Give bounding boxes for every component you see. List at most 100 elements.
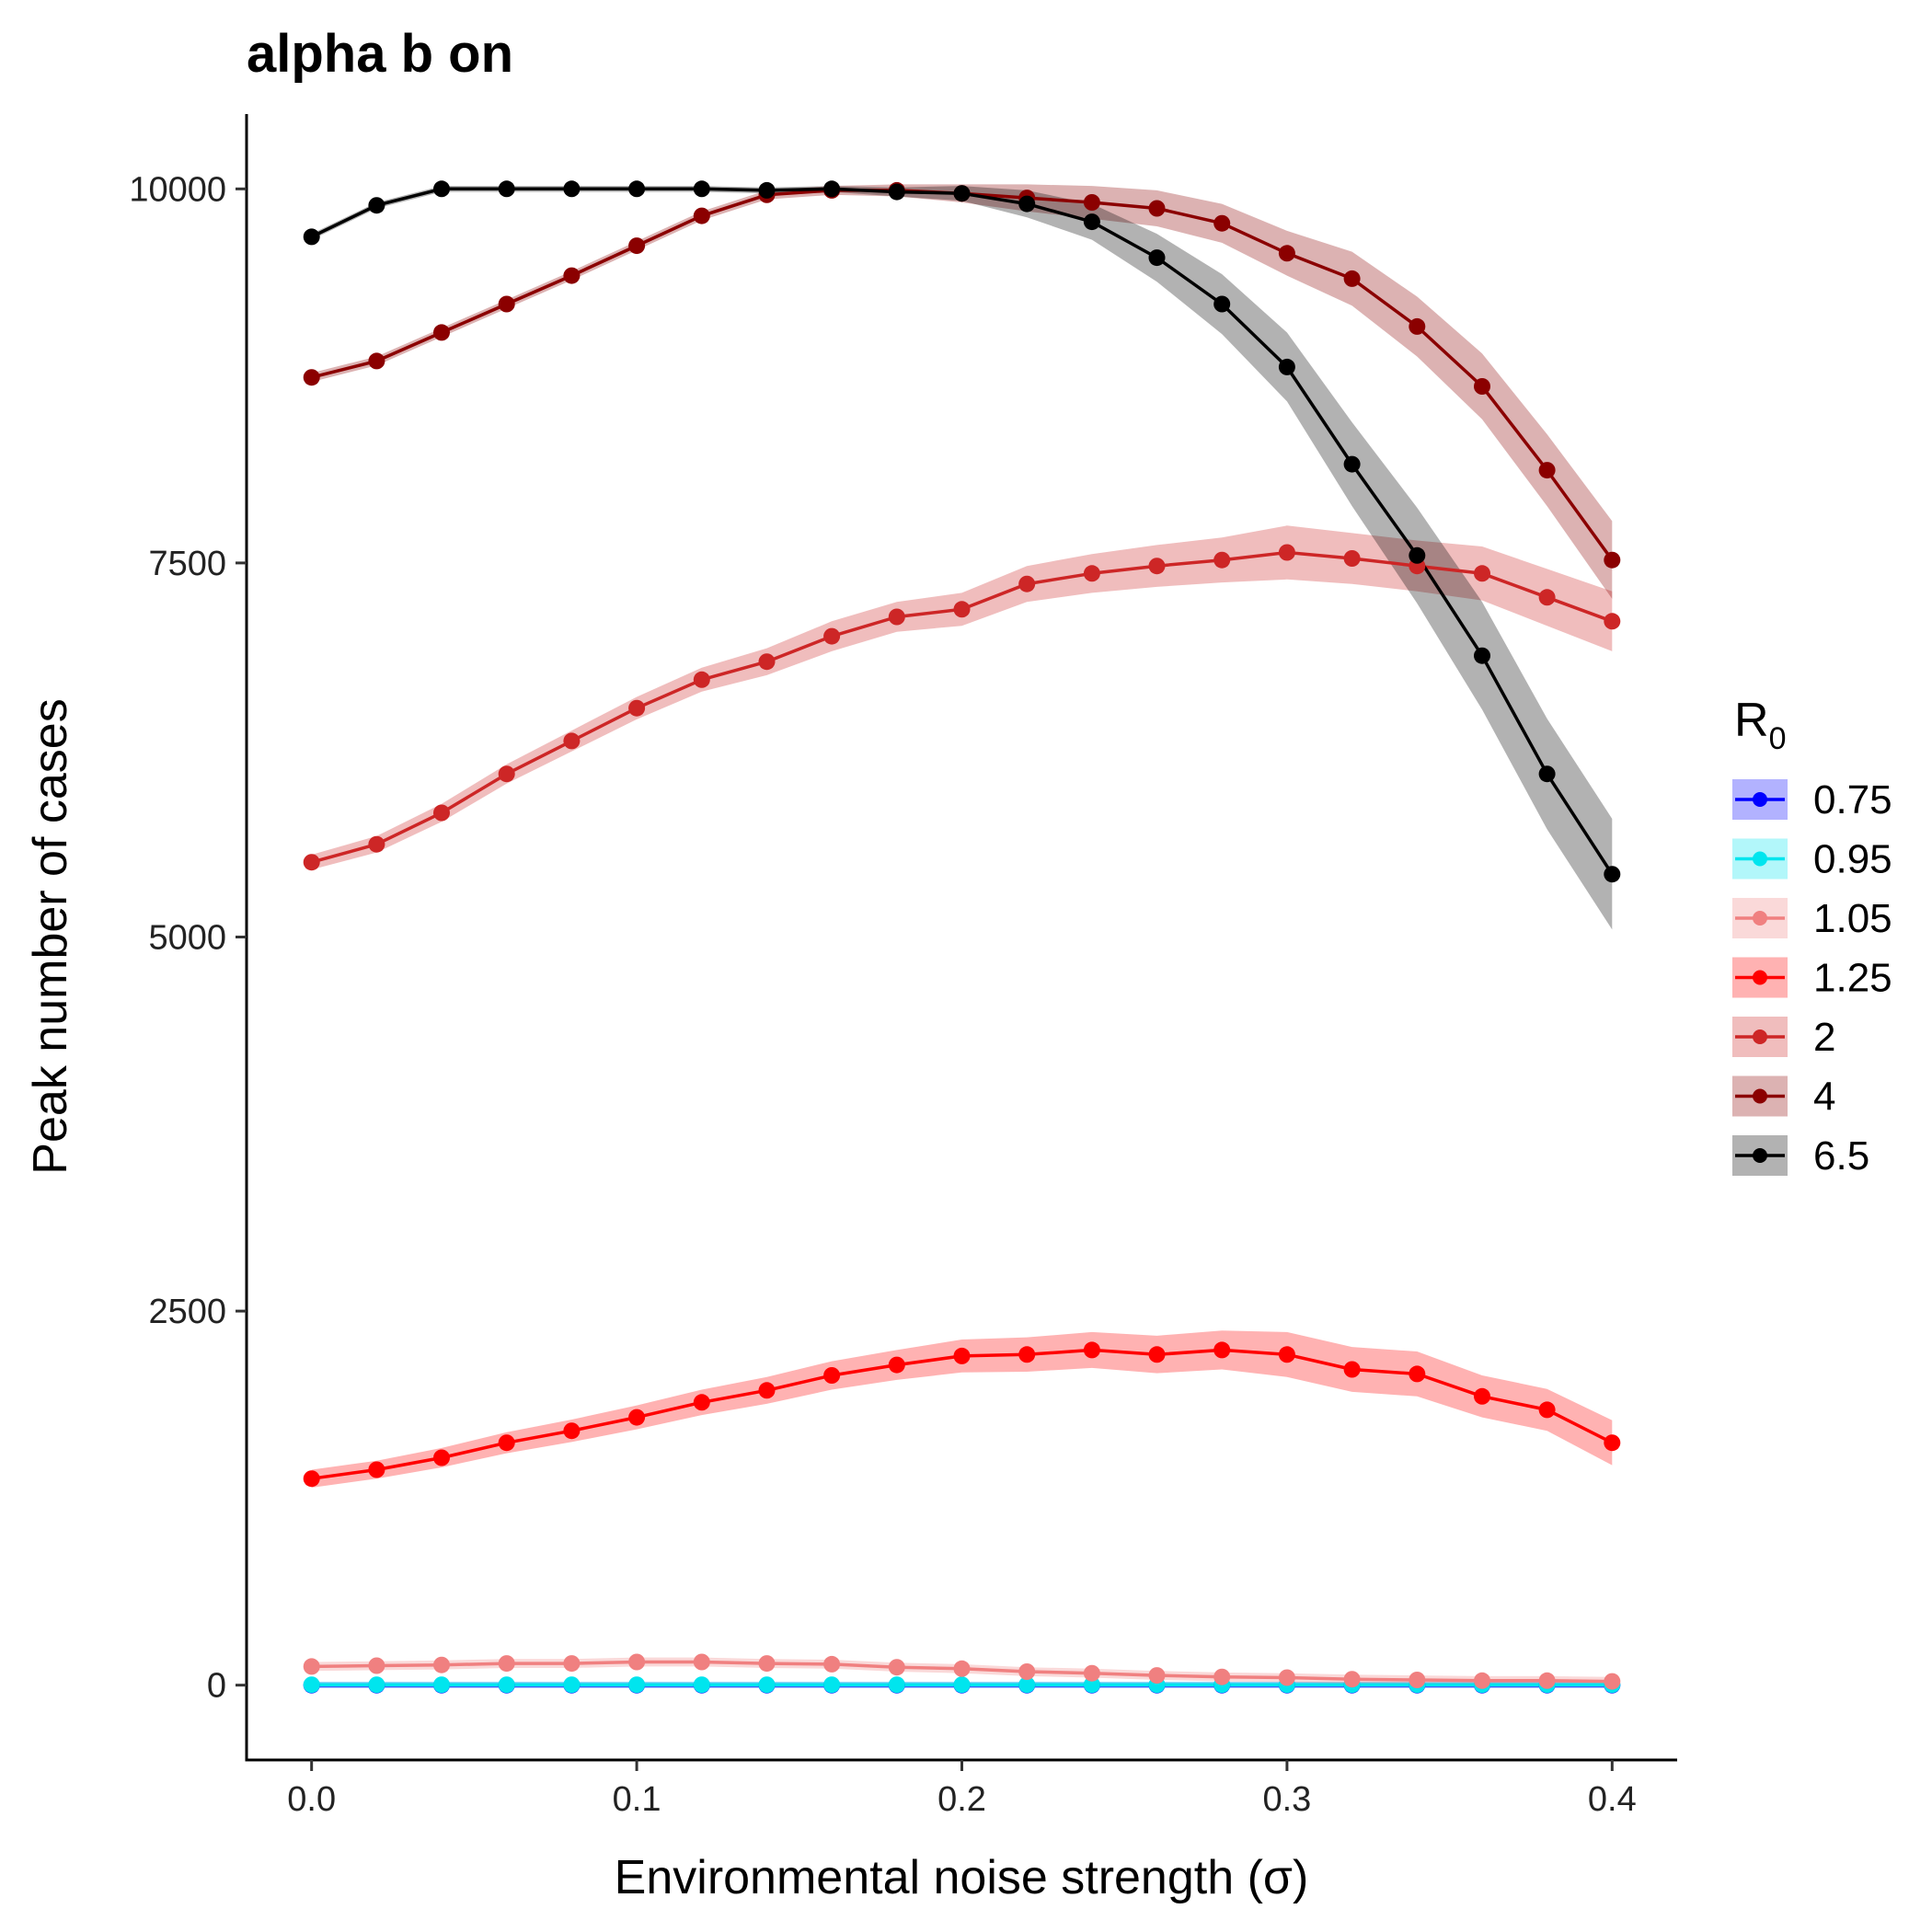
- y-tick-label: 0: [207, 1667, 226, 1706]
- legend-label: 0.95: [1813, 837, 1892, 882]
- legend: R0 0.75 0.95 1.05 1.25 2 4 6.5: [1732, 694, 1892, 1179]
- point-r0-4: [1083, 194, 1100, 211]
- point-r0-6-5: [758, 181, 776, 199]
- point-r0-1-05: [563, 1655, 581, 1673]
- legend-title: R0: [1734, 694, 1786, 756]
- point-r0-2: [498, 765, 515, 783]
- point-r0-1-05: [1474, 1672, 1490, 1689]
- point-r0-2: [1278, 544, 1295, 561]
- legend-label: 1.05: [1813, 896, 1892, 941]
- point-r0-6-5: [1278, 358, 1295, 375]
- point-r0-2: [693, 671, 710, 688]
- point-r0-4: [1604, 551, 1621, 569]
- point-r0-4: [1474, 378, 1490, 395]
- point-r0-6-5: [368, 197, 385, 214]
- point-r0-1-05: [303, 1658, 320, 1675]
- point-r0-1-25: [628, 1409, 646, 1426]
- point-r0-2: [1604, 613, 1621, 630]
- point-r0-0-95: [888, 1676, 905, 1694]
- point-r0-6-5: [888, 183, 905, 201]
- point-r0-1-05: [888, 1659, 905, 1676]
- point-r0-2: [823, 627, 841, 645]
- point-r0-0-95: [498, 1676, 515, 1694]
- legend-key-point: [1753, 851, 1767, 867]
- point-r0-1-25: [368, 1461, 385, 1478]
- point-r0-1-25: [888, 1356, 905, 1374]
- point-r0-1-25: [758, 1382, 776, 1399]
- y-tick-label: 7500: [148, 545, 226, 583]
- point-r0-0-95: [433, 1676, 450, 1694]
- point-r0-6-5: [953, 185, 971, 202]
- point-r0-1-05: [758, 1655, 776, 1673]
- legend-items: 0.75 0.95 1.05 1.25 2 4 6.5: [1732, 777, 1892, 1179]
- point-r0-1-05: [823, 1655, 841, 1673]
- y-ticks: 0 2500 5000 7500 10000: [129, 170, 247, 1706]
- point-r0-0-95: [953, 1676, 971, 1694]
- x-axis-title: Environmental noise strength (σ): [615, 1851, 1309, 1904]
- point-r0-1-05: [1148, 1667, 1166, 1685]
- point-r0-4: [1213, 214, 1231, 232]
- x-tick-label: 0.4: [1588, 1780, 1637, 1819]
- point-r0-0-95: [758, 1676, 776, 1694]
- point-r0-4: [1538, 462, 1556, 479]
- point-r0-6-5: [563, 180, 581, 198]
- legend-key-point: [1753, 792, 1767, 807]
- point-r0-1-25: [498, 1434, 515, 1452]
- x-tick-label: 0.0: [287, 1780, 336, 1819]
- point-r0-6-5: [303, 228, 320, 246]
- series-points: [303, 180, 1621, 1694]
- point-r0-2: [1474, 565, 1490, 582]
- point-r0-1-25: [563, 1422, 581, 1440]
- x-tick-label: 0.3: [1262, 1780, 1311, 1819]
- point-r0-2: [1343, 550, 1361, 567]
- point-r0-4: [368, 352, 385, 370]
- y-tick-label: 5000: [148, 919, 226, 958]
- point-r0-4: [1409, 317, 1426, 335]
- point-r0-4: [498, 295, 515, 313]
- point-r0-1-25: [823, 1367, 841, 1384]
- point-r0-4: [303, 369, 320, 386]
- point-r0-4: [693, 207, 710, 224]
- point-r0-1-25: [1474, 1387, 1490, 1405]
- point-r0-1-05: [1018, 1663, 1036, 1680]
- point-r0-1-25: [303, 1470, 320, 1488]
- point-r0-1-05: [1278, 1669, 1295, 1686]
- x-ticks: 0.0 0.1 0.2 0.3 0.4: [287, 1760, 1637, 1819]
- legend-label: 1.25: [1813, 956, 1892, 1001]
- legend-label: 6.5: [1813, 1133, 1869, 1179]
- point-r0-1-05: [498, 1655, 515, 1673]
- point-r0-0-95: [1083, 1676, 1100, 1694]
- point-r0-1-05: [1343, 1671, 1361, 1688]
- point-r0-1-25: [1409, 1365, 1426, 1383]
- point-r0-4: [1278, 245, 1295, 262]
- point-r0-6-5: [1474, 647, 1490, 664]
- point-r0-1-05: [433, 1656, 450, 1673]
- point-r0-2: [1213, 551, 1231, 569]
- confidence-bands: [311, 184, 1613, 1688]
- point-r0-0-95: [823, 1676, 841, 1694]
- legend-title-subscript: 0: [1769, 721, 1787, 756]
- point-r0-4: [433, 324, 450, 341]
- point-r0-2: [1083, 565, 1100, 582]
- point-r0-1-05: [628, 1653, 646, 1671]
- point-r0-6-5: [1213, 295, 1231, 313]
- point-r0-4: [628, 237, 646, 255]
- y-axis-title: Peak number of cases: [24, 698, 77, 1174]
- legend-label: 0.75: [1813, 777, 1892, 822]
- point-r0-1-05: [1409, 1672, 1426, 1688]
- point-r0-1-25: [953, 1347, 971, 1364]
- point-r0-0-95: [628, 1676, 646, 1694]
- point-r0-6-5: [628, 180, 646, 198]
- y-tick-label: 10000: [129, 170, 226, 209]
- point-r0-6-5: [1604, 866, 1621, 883]
- point-r0-4: [1148, 200, 1166, 217]
- point-r0-2: [628, 699, 646, 717]
- point-r0-1-05: [1604, 1673, 1621, 1690]
- point-r0-1-05: [693, 1653, 710, 1671]
- point-r0-1-25: [1083, 1341, 1100, 1359]
- point-r0-2: [1018, 575, 1036, 592]
- point-r0-4: [563, 267, 581, 284]
- point-r0-6-5: [498, 180, 515, 198]
- x-tick-label: 0.2: [937, 1780, 986, 1819]
